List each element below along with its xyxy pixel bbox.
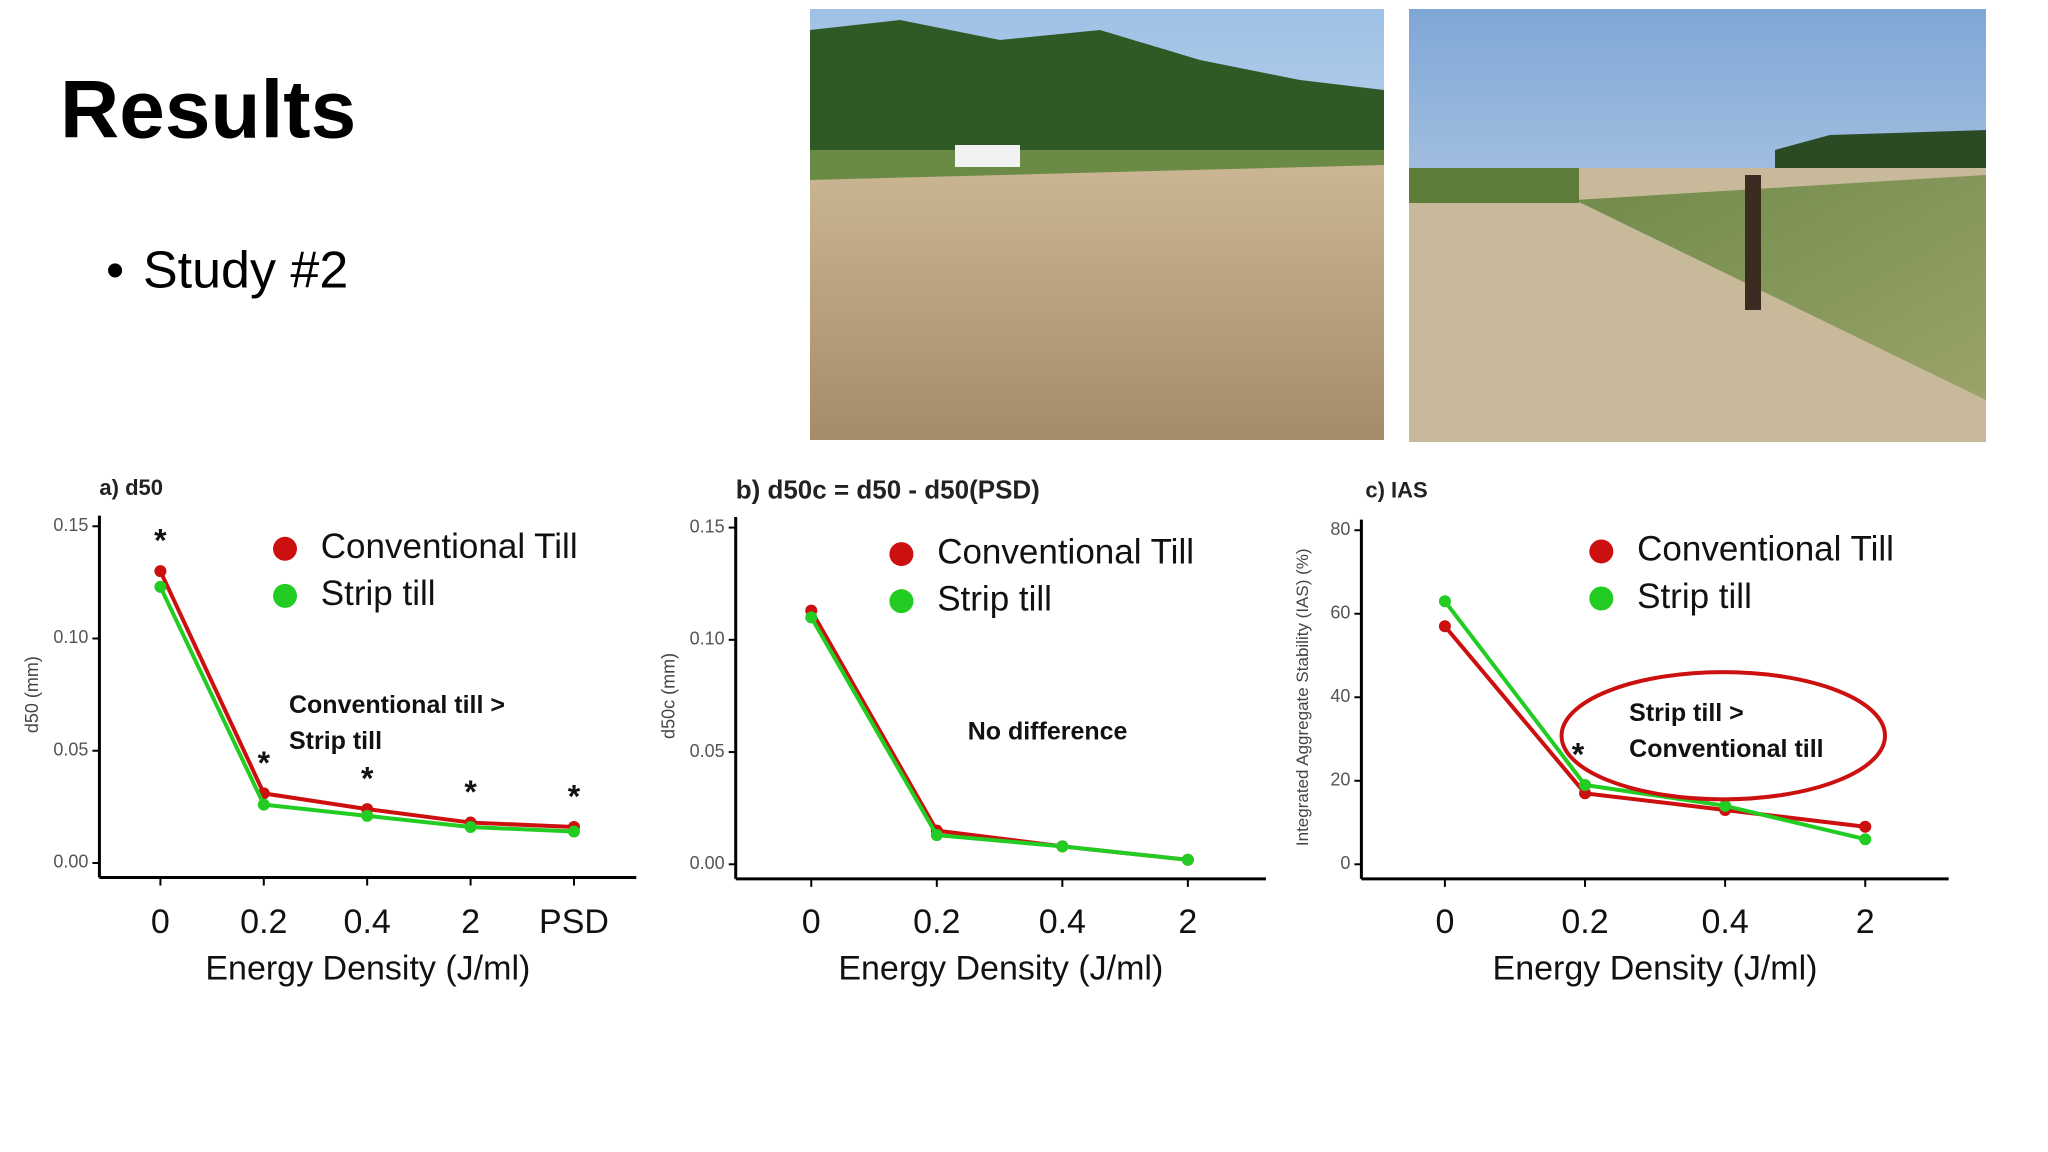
y-tick-label: 0.05	[690, 741, 725, 761]
photo-strip	[1409, 9, 1986, 442]
y-axis-label: d50 (mm)	[22, 656, 42, 733]
point	[257, 798, 270, 811]
x-tick-label: 0	[1435, 903, 1454, 941]
significance-mark: *	[154, 523, 167, 559]
x-tick-label: 0	[802, 903, 821, 941]
point	[154, 565, 167, 578]
x-tick-label: 2	[1178, 903, 1197, 941]
x-tick-label: 0.2	[913, 903, 960, 941]
x-axis-label: Energy Density (J/ml)	[205, 949, 530, 987]
point	[930, 829, 943, 842]
x-tick-label: 0.4	[344, 903, 391, 941]
y-tick-label: 0.15	[690, 516, 725, 536]
legend-label: Strip till	[321, 574, 436, 613]
x-tick-label: 2	[1856, 903, 1875, 941]
point	[567, 825, 580, 838]
point	[1859, 820, 1872, 833]
x-tick-label: 0.2	[240, 903, 287, 941]
y-axis-label: Integrated Aggregate Stability (IAS) (%)	[1293, 548, 1312, 846]
point	[1719, 799, 1732, 812]
point	[1579, 778, 1592, 791]
slide-title: Results	[60, 65, 356, 156]
highlight-circle	[1559, 670, 1888, 802]
y-tick-label: 0.00	[53, 852, 88, 872]
point	[154, 580, 167, 593]
y-tick-label: 0.00	[690, 853, 725, 873]
annotation: Strip till	[289, 727, 382, 755]
annotation: Strip till >	[1629, 699, 1744, 727]
legend-label: Strip till	[1637, 577, 1752, 616]
legend-label: Conventional Till	[321, 527, 578, 566]
point	[1181, 853, 1194, 866]
y-tick-label: 20	[1330, 770, 1350, 790]
legend-label: Conventional Till	[937, 532, 1194, 571]
legend-label: Strip till	[937, 579, 1052, 618]
annotation: Conventional till	[1629, 735, 1823, 763]
annotation: No difference	[968, 718, 1128, 746]
chart-title: b) d50c = d50 - d50(PSD)	[736, 475, 1040, 505]
x-tick-label: 0	[151, 903, 170, 941]
y-axis-label: d50c (mm)	[658, 653, 678, 739]
legend-swatch	[273, 536, 298, 561]
legend-swatch	[1589, 539, 1614, 564]
chart-title: c) IAS	[1365, 478, 1427, 503]
point	[361, 809, 374, 822]
point	[805, 611, 818, 624]
point	[1438, 620, 1451, 633]
point	[464, 821, 477, 834]
significance-mark: *	[464, 774, 477, 810]
significance-mark: *	[361, 761, 374, 797]
annotation: Conventional till >	[289, 691, 505, 719]
legend-swatch	[1589, 586, 1614, 611]
series-line	[809, 616, 1189, 862]
x-tick-label: PSD	[539, 903, 609, 941]
x-tick-label: 2	[461, 903, 480, 941]
x-axis-label: Energy Density (J/ml)	[838, 949, 1163, 987]
point	[1438, 595, 1451, 608]
legend-swatch	[273, 583, 298, 608]
y-tick-label: 40	[1330, 686, 1350, 706]
significance-mark: *	[568, 779, 581, 815]
x-tick-label: 0.2	[1561, 903, 1608, 941]
point	[1579, 787, 1592, 800]
chart-title: a) d50	[99, 475, 163, 500]
point	[1056, 840, 1069, 853]
legend-swatch	[889, 542, 914, 567]
bullet-dot: •	[106, 242, 124, 300]
x-tick-label: 0.4	[1039, 903, 1086, 941]
significance-mark: *	[258, 745, 271, 781]
y-tick-label: 0.10	[53, 627, 88, 647]
y-tick-label: 0.05	[53, 739, 88, 759]
y-tick-label: 0	[1340, 853, 1350, 873]
legend-label: Conventional Till	[1637, 530, 1894, 569]
photo-field	[810, 9, 1384, 440]
point	[1859, 833, 1872, 846]
bullet: Study #2	[143, 242, 348, 300]
y-tick-label: 60	[1330, 603, 1350, 623]
y-tick-label: 0.15	[53, 515, 88, 535]
y-tick-label: 80	[1330, 519, 1350, 539]
x-axis-label: Energy Density (J/ml)	[1493, 949, 1818, 987]
y-tick-label: 0.10	[690, 629, 725, 649]
x-tick-label: 0.4	[1702, 903, 1749, 941]
legend-swatch	[889, 589, 914, 614]
series-line	[1443, 624, 1866, 829]
